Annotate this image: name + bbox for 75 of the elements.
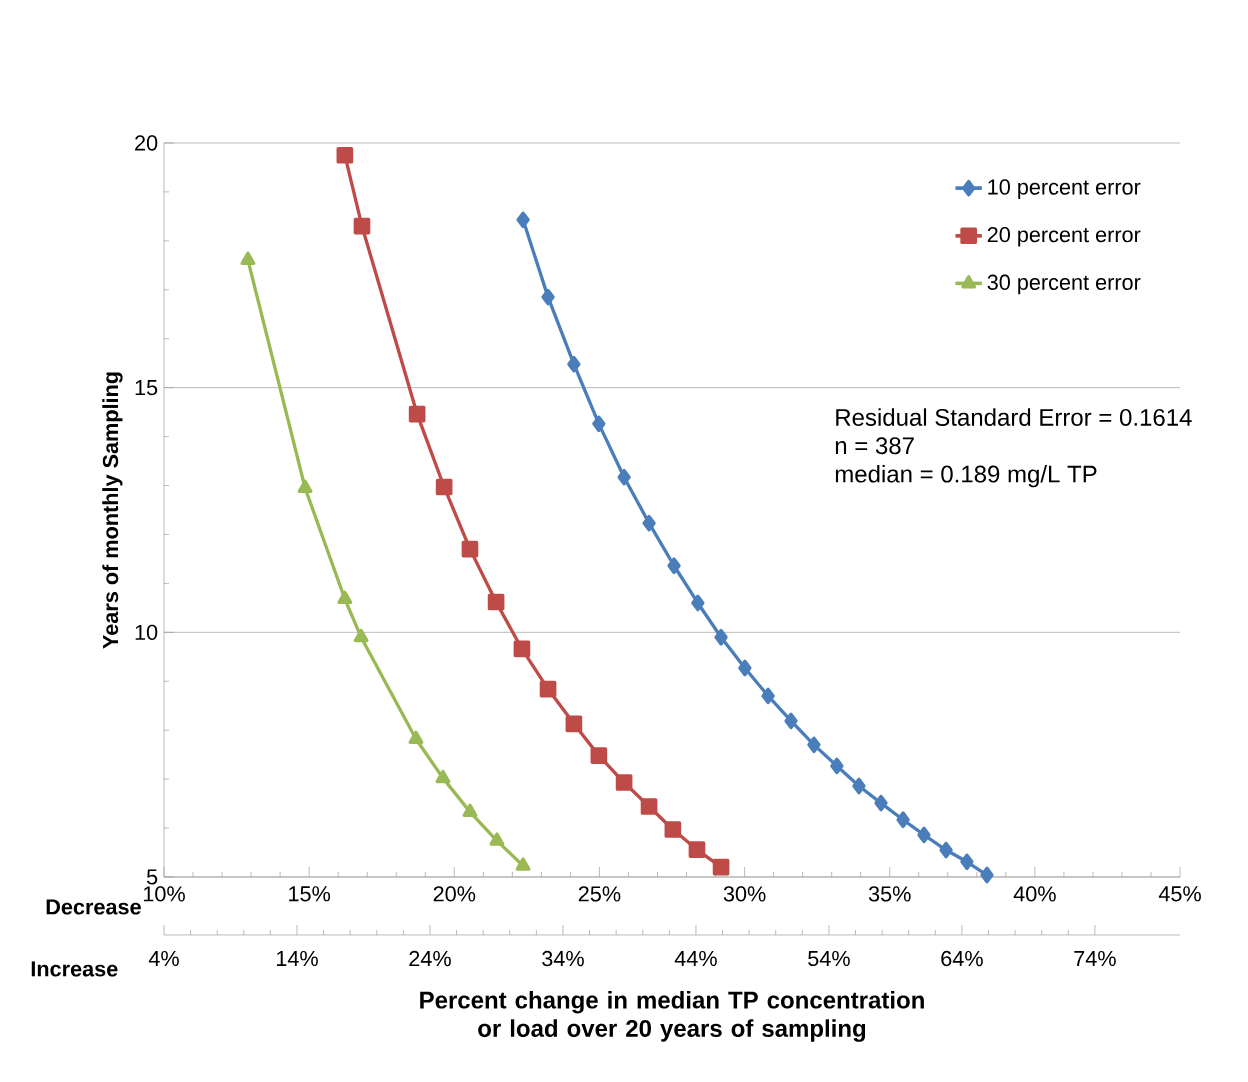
point [917,826,931,844]
point [615,774,633,791]
y-axis-title: Years of monthly Sampling [102,372,123,649]
point [640,798,658,815]
x2-tick-label: 74% [1074,950,1116,967]
legend-label: 10 percent error [988,179,1141,199]
x-tick-label: 20% [433,886,476,902]
point [642,514,656,532]
point [565,715,583,733]
point [462,803,478,817]
point [487,593,505,611]
y-tick-label: 20 [135,135,158,151]
point [784,712,798,730]
point [830,757,844,775]
point [688,841,706,858]
point [353,217,371,235]
point [240,251,256,265]
point [667,557,681,575]
text: Increase [31,961,118,977]
x2-tick-label: 34% [542,950,584,967]
point [960,853,974,871]
point [297,479,313,493]
x-tick-label: 30% [723,886,766,902]
annotation: Residual Standard Error = 0.1614 [836,408,1192,426]
annotation: n = 387 [835,437,914,455]
x-axis-title: Percent change in median TP concentration or load over 20 years of sampling [420,991,924,1042]
legend-label: 30 percent error [987,274,1141,295]
legend-label: 20 percent error [987,226,1141,247]
point [489,832,505,846]
point [896,811,910,829]
point [980,866,994,884]
x2-tick-label: 54% [808,950,850,967]
point [539,680,557,698]
x-tick-label: 10% [143,886,185,902]
point [515,857,531,871]
point [516,211,530,229]
point [617,468,631,486]
x-tick-label: 35% [868,886,911,902]
x2-tick-label: 4% [148,950,179,967]
x2-tick-label: 24% [409,950,451,967]
point [874,794,888,812]
x-tick-label: 40% [1013,886,1056,902]
point [852,777,866,795]
y-tick-label: 10 [135,624,158,640]
point [590,747,608,764]
y-tick-label: 5 [146,869,158,885]
y-tick-label: 15 [135,380,158,396]
text: Decrease [46,899,141,915]
point [408,730,424,744]
annotation: median = 0.189 mg/L TP [835,464,1097,488]
x-tick-label: 45% [1158,886,1201,902]
x-tick-label: 15% [289,886,331,902]
point [712,858,730,876]
point [435,478,453,496]
x2-tick-label: 14% [276,950,318,967]
point [353,628,369,643]
point [513,640,531,658]
point [337,590,353,605]
x-tick-label: 25% [578,886,621,902]
x2-tick-label: 44% [674,950,717,967]
point [807,736,821,754]
point [664,821,682,838]
point [408,405,426,423]
point [592,415,606,433]
point [541,288,555,306]
point [567,355,581,373]
point [738,659,752,677]
point [435,769,451,784]
point [761,687,775,705]
point [336,146,354,164]
x2-tick-label: 64% [941,950,983,967]
point [691,594,705,612]
point [714,628,728,646]
point [939,841,953,859]
point [461,540,479,558]
